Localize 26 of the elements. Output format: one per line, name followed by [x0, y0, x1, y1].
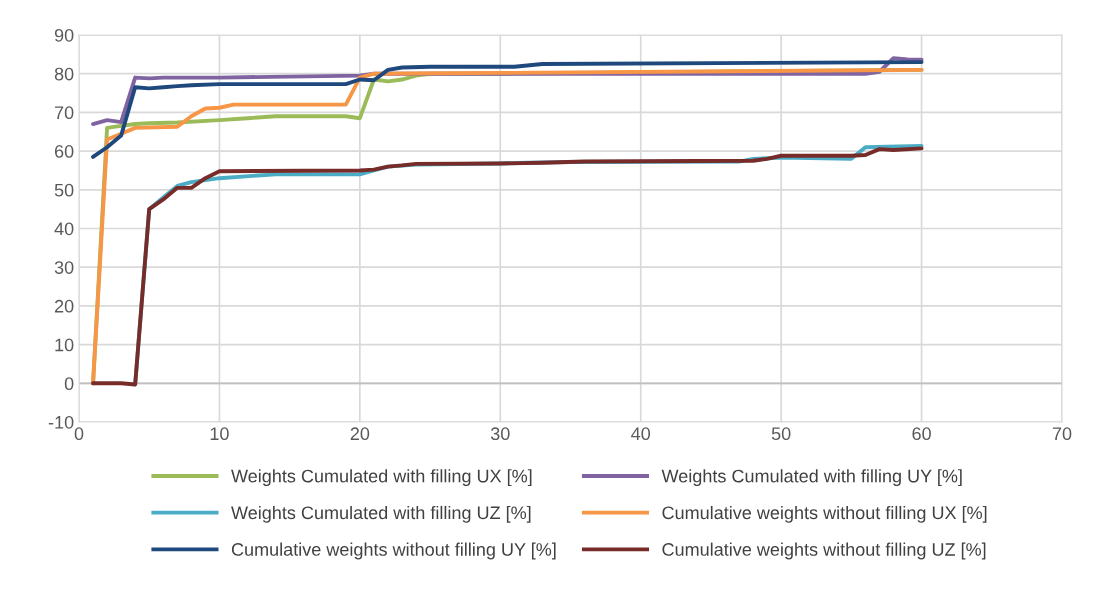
x-tick-label: 10 [210, 427, 229, 441]
legend-label: Cumulative weights without filling UZ [%] [662, 542, 986, 560]
legend-label: Weights Cumulated with filling UZ [%] [231, 505, 531, 523]
y-tick-label: 80 [54, 67, 74, 81]
legend-label: Cumulative weights without filling UX [%] [662, 505, 987, 523]
line-series [91, 60, 924, 159]
x-tick-label: 60 [912, 427, 931, 441]
y-tick-label: 10 [55, 338, 74, 352]
y-tick-label: 20 [54, 299, 74, 313]
y-tick-label: 40 [54, 222, 74, 236]
x-tick-label: 50 [771, 427, 791, 441]
x-tick-label: 20 [350, 427, 370, 441]
x-tick-label: 30 [490, 427, 510, 441]
y-tick-label: 90 [54, 28, 74, 42]
legend-label: Weights Cumulated with filling UY [%] [661, 469, 962, 487]
x-tick-label: 70 [1052, 427, 1072, 441]
x-tick-label: 40 [631, 427, 651, 441]
y-tick-label: 30 [54, 261, 74, 274]
y-tick-label: 60 [54, 145, 74, 158]
x-tick-label: 0 [74, 427, 84, 441]
legend-label: Cumulative weights without filling UY [%] [231, 542, 556, 560]
y-tick-label: 50 [54, 183, 74, 197]
legend-label: Weights Cumulated with filling UX [%] [231, 469, 532, 487]
y-tick-label: -10 [48, 415, 74, 429]
y-tick-label: 70 [54, 106, 74, 120]
y-tick-label: 0 [64, 377, 74, 391]
